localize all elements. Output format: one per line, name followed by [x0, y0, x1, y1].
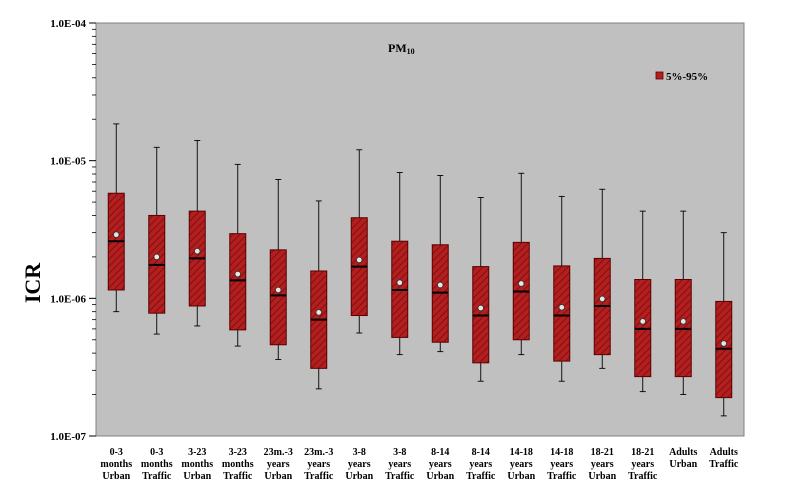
x-tick-label: Urban: [264, 471, 292, 482]
mean-marker: [680, 318, 687, 325]
box-5-95: [229, 233, 247, 331]
mean-marker: [518, 280, 525, 287]
box-5-95: [553, 265, 571, 362]
legend-label: 5%-95%: [666, 71, 708, 83]
box-item: [148, 146, 166, 335]
box-item: [269, 179, 287, 360]
box-item: [310, 200, 328, 390]
x-tick-label: 14-18: [550, 447, 573, 458]
y-tick-label: 1.0E-05: [50, 156, 86, 168]
x-tick-label: Traffic: [385, 471, 415, 482]
x-tick-label: Traffic: [223, 471, 253, 482]
y-tick-label: 1.0E-07: [50, 431, 86, 443]
box-item: [674, 210, 692, 396]
box-item: [188, 140, 206, 327]
x-tick-label: 3-8: [353, 447, 366, 458]
x-tick-label: Urban: [588, 471, 616, 482]
x-tick-label: Traffic: [709, 459, 739, 470]
box-item: [229, 163, 247, 347]
x-tick-label: Traffic: [466, 471, 496, 482]
y-tick-label: 1.0E-06: [50, 293, 86, 305]
x-tick-label: Urban: [507, 471, 535, 482]
box-item: [107, 123, 125, 313]
mean-marker: [477, 304, 484, 312]
x-tick-label: Urban: [183, 471, 211, 482]
mean-marker: [194, 247, 201, 255]
box-item: [715, 232, 733, 417]
x-tick-label: years: [348, 459, 371, 470]
x-tick-label: years: [307, 459, 330, 470]
x-tick-label: 8-14: [472, 447, 490, 458]
x-tick-label: years: [267, 459, 290, 470]
mean-marker: [639, 318, 646, 325]
box-item: [472, 197, 490, 382]
x-tick-label: Urban: [345, 471, 373, 482]
y-axis-label: ICR: [20, 262, 45, 303]
mean-marker: [599, 295, 606, 303]
x-tick-label: years: [429, 459, 452, 470]
x-tick-label: 3-23: [229, 447, 247, 458]
box-item: [431, 175, 449, 353]
x-tick-label: 3-23: [188, 447, 206, 458]
x-tick-label: years: [388, 459, 411, 470]
legend-swatch: [655, 71, 664, 80]
x-tick-label: Urban: [102, 471, 130, 482]
x-tick-label: Traffic: [304, 471, 334, 482]
mean-marker: [113, 231, 120, 238]
x-tick-label: 0-3: [110, 447, 123, 458]
x-tick-label: Urban: [669, 459, 697, 470]
y-axis: 1.0E-07 1.0E-06 1.0E-05 1.0E-04: [50, 18, 96, 443]
x-tick-label: 0-3: [150, 447, 163, 458]
y-tick-label: 1.0E-04: [50, 18, 86, 30]
x-tick-label: Traffic: [628, 471, 658, 482]
mean-marker: [437, 281, 444, 289]
box-item: [593, 188, 611, 369]
mean-marker: [396, 279, 403, 286]
chart-title-subscript: 10: [407, 47, 415, 56]
box-5-95: [269, 249, 287, 346]
x-tick-label: 14-18: [510, 447, 533, 458]
x-tick-labels: 0-3monthsUrban0-3monthsTraffic3-23months…: [100, 447, 739, 482]
x-tick-label: months: [100, 459, 132, 470]
x-tick-label: 23m.-3: [304, 447, 333, 458]
x-tick-label: months: [222, 459, 254, 470]
x-tick-label: years: [550, 459, 573, 470]
chart-title: PM10: [388, 41, 415, 56]
x-tick-label: years: [631, 459, 654, 470]
box-item: [512, 172, 530, 356]
boxes-layer: [107, 123, 733, 417]
mean-marker: [275, 286, 282, 294]
x-tick-label: 23m.-3: [264, 447, 293, 458]
box-item: [553, 195, 571, 382]
legend: 5%-95%: [655, 71, 708, 83]
x-tick-label: months: [181, 459, 213, 470]
mean-marker: [356, 256, 363, 264]
x-tick-label: Urban: [426, 471, 454, 482]
mean-marker: [315, 309, 322, 316]
x-tick-label: years: [591, 459, 614, 470]
x-tick-label: years: [510, 459, 533, 470]
x-tick-label: Adults: [669, 447, 697, 458]
box-item: [350, 149, 368, 334]
x-tick-label: 18-21: [631, 447, 654, 458]
mean-marker: [153, 253, 160, 261]
x-tick-label: years: [469, 459, 492, 470]
x-tick-label: 3-8: [393, 447, 406, 458]
mean-marker: [720, 340, 727, 347]
mean-marker: [234, 270, 241, 278]
x-tick-label: Adults: [710, 447, 738, 458]
box-item: [634, 210, 652, 393]
x-tick-label: months: [141, 459, 173, 470]
box-item: [391, 172, 409, 356]
mean-marker: [558, 304, 565, 311]
x-tick-label: Traffic: [547, 471, 577, 482]
chart-title-main: PM: [388, 41, 407, 55]
x-tick-label: 8-14: [431, 447, 449, 458]
x-tick-label: 18-21: [591, 447, 614, 458]
x-tick-label: Traffic: [142, 471, 172, 482]
